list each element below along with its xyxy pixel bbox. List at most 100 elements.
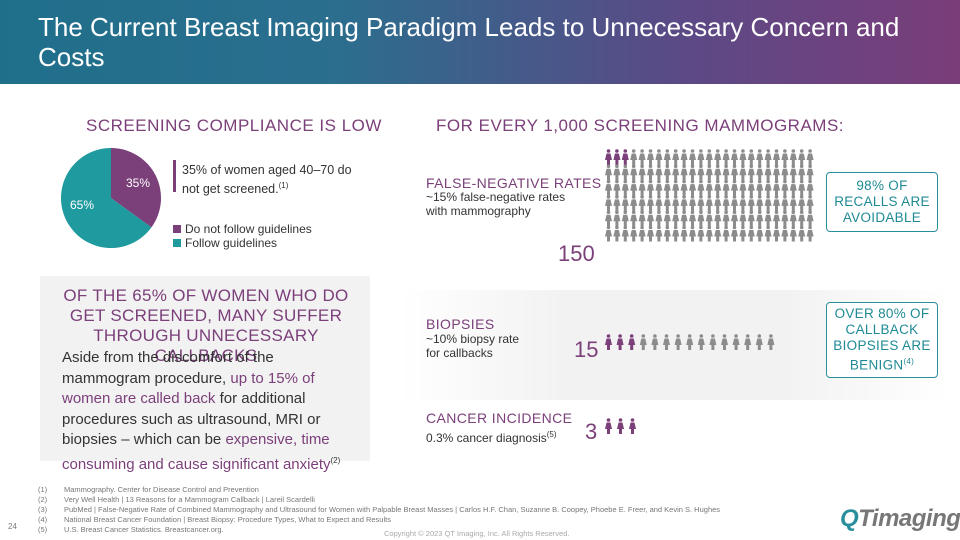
person-icon xyxy=(722,149,730,165)
person-icon xyxy=(705,179,713,196)
footnote: (2) Very Well Health | 13 Reasons for a M… xyxy=(38,495,720,505)
person-icon xyxy=(638,164,646,181)
person-icon xyxy=(697,164,705,181)
person-icon xyxy=(806,210,814,227)
person-icon xyxy=(697,334,705,350)
copyright: Copyright © 2023 QT Imaging, Inc. All Ri… xyxy=(384,529,570,538)
person-icon xyxy=(630,195,638,211)
person-icon xyxy=(663,334,670,350)
callbacks-paragraph: Aside from the discomfort of the mammogr… xyxy=(62,348,362,475)
person-icon xyxy=(747,210,755,227)
person-icon xyxy=(697,210,705,227)
person-icon xyxy=(705,195,713,211)
person-icon xyxy=(697,195,705,211)
person-icon xyxy=(714,210,722,227)
person-icon xyxy=(605,418,612,434)
cancer-number: 3 xyxy=(585,419,598,444)
person-icon xyxy=(613,164,621,181)
person-icon xyxy=(739,149,747,165)
person-icon xyxy=(647,179,654,196)
person-icon xyxy=(663,164,671,181)
page-title: The Current Breast Imaging Paradigm Lead… xyxy=(38,12,900,72)
person-icon xyxy=(672,225,680,242)
person-icon xyxy=(739,179,747,196)
false-negative-icon-grid xyxy=(605,149,814,242)
person-icon xyxy=(764,210,772,227)
person-icon xyxy=(773,195,780,211)
person-icon xyxy=(756,179,764,196)
person-icon xyxy=(722,210,730,227)
title-bar: The Current Breast Imaging Paradigm Lead… xyxy=(0,0,960,84)
person-icon xyxy=(630,149,638,165)
person-icon xyxy=(621,195,629,211)
person-icon xyxy=(721,334,728,350)
person-icon xyxy=(789,225,797,242)
legend-label: Do not follow guidelines xyxy=(185,222,312,236)
person-icon xyxy=(739,225,747,242)
person-icon xyxy=(655,195,663,211)
false-negative-title: False-negative rates xyxy=(426,175,602,191)
person-icon xyxy=(672,149,680,165)
person-icon xyxy=(781,225,789,242)
cancer-icon-row xyxy=(605,418,636,434)
person-icon xyxy=(789,149,797,165)
person-icon xyxy=(747,164,755,181)
person-icon xyxy=(639,334,647,350)
person-icon xyxy=(663,149,671,165)
person-icon xyxy=(655,149,663,165)
footnote-num: (4) xyxy=(38,515,48,524)
false-negative-desc: ~15% false-negative rates with mammograp… xyxy=(426,190,566,218)
person-icon xyxy=(605,149,612,165)
person-icon xyxy=(655,164,663,181)
person-icon xyxy=(732,334,740,350)
person-icon xyxy=(722,195,730,211)
person-icon xyxy=(789,179,797,196)
person-icon xyxy=(731,149,738,165)
person-icon xyxy=(697,225,705,242)
person-icon xyxy=(722,179,730,196)
person-icon xyxy=(663,195,671,211)
person-icon xyxy=(739,195,747,211)
footnote-text: PubMed | False-Negative Rate of Combined… xyxy=(64,505,721,514)
person-icon xyxy=(647,164,654,181)
person-icon xyxy=(621,225,629,242)
person-icon xyxy=(756,225,764,242)
person-icon xyxy=(686,334,694,350)
footnote: (4) National Breast Cancer Foundation | B… xyxy=(38,515,720,525)
person-icon xyxy=(731,225,738,242)
person-icon xyxy=(630,179,638,196)
person-icon xyxy=(773,210,780,227)
mammograms-heading: For every 1,000 screening mammograms: xyxy=(436,116,845,135)
person-icon xyxy=(605,334,612,350)
person-icon xyxy=(722,225,730,242)
person-icon xyxy=(747,149,755,165)
person-icon xyxy=(628,334,636,350)
person-icon xyxy=(764,225,772,242)
compliance-text: 35% of women aged 40–70 do not get scree… xyxy=(182,162,352,197)
false-negative-number: 150 xyxy=(558,241,595,266)
person-icon xyxy=(613,195,621,211)
biopsies-desc: ~10% biopsy rate for callbacks xyxy=(426,332,520,360)
footnote-ref: (2) xyxy=(330,455,341,465)
footnote-num: (2) xyxy=(38,495,48,504)
person-icon xyxy=(739,210,747,227)
person-icon xyxy=(731,195,738,211)
pie-label-65: 65% xyxy=(70,198,94,212)
legend-label: Follow guidelines xyxy=(185,236,278,250)
person-icon xyxy=(798,195,806,211)
person-icon xyxy=(764,195,772,211)
footnote: (1) Mammography. Center for Disease Contr… xyxy=(38,485,720,495)
legend-swatch xyxy=(173,239,181,247)
callbacks-panel xyxy=(40,276,370,461)
person-icon xyxy=(613,210,621,227)
person-icon xyxy=(680,149,688,165)
person-icon xyxy=(674,334,682,350)
cancer-desc-text: 0.3% cancer diagnosis xyxy=(426,431,547,445)
person-icon xyxy=(638,225,646,242)
pie-slice-not-following xyxy=(111,148,161,228)
cancer-desc: 0.3% cancer diagnosis(5) xyxy=(426,428,557,445)
biopsies-number: 15 xyxy=(574,337,599,362)
person-icon xyxy=(638,195,646,211)
person-icon xyxy=(672,179,680,196)
footnotes: (1) Mammography. Center for Disease Contr… xyxy=(38,485,720,535)
